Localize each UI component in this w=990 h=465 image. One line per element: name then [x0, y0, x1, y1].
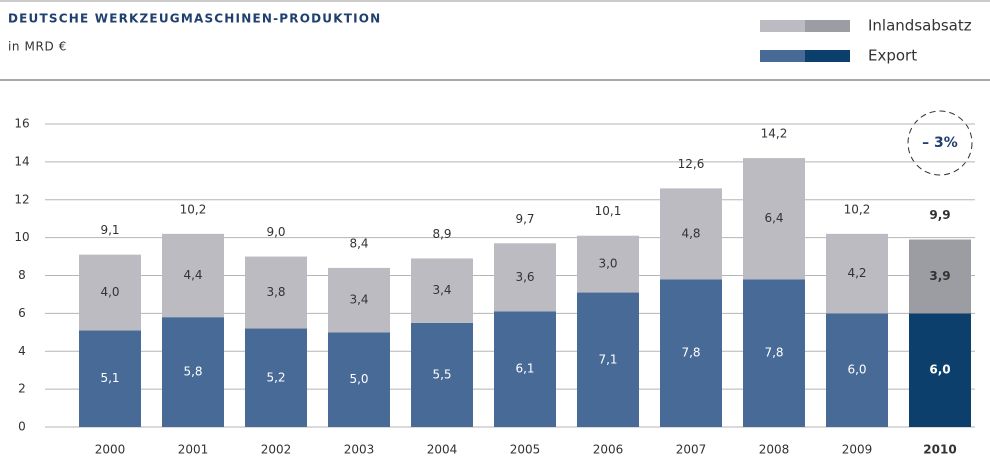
y-tick-label: 2	[18, 382, 26, 396]
bar-segment	[162, 233, 224, 318]
total-label: 9,9	[929, 208, 950, 222]
total-label: 12,6	[678, 157, 705, 171]
value-label: 3,8	[266, 285, 285, 299]
total-label: 14,2	[761, 127, 788, 141]
y-tick-label: 16	[14, 117, 29, 131]
bar-segment	[743, 279, 805, 427]
value-label: 7,8	[681, 346, 700, 360]
value-label: 4,4	[183, 268, 202, 282]
value-label: 5,8	[183, 365, 202, 379]
value-label: 3,6	[515, 270, 534, 284]
value-label: 4,8	[681, 226, 700, 240]
bar-segment	[660, 188, 722, 280]
x-tick-label: 2006	[593, 443, 624, 457]
value-label: 4,0	[100, 285, 119, 299]
bar-segment	[411, 258, 473, 323]
total-label: 8,9	[432, 227, 451, 241]
value-label: 5,2	[266, 370, 285, 384]
legend-swatch	[805, 50, 850, 62]
total-label: 9,0	[266, 225, 285, 239]
y-tick-label: 6	[18, 306, 26, 320]
x-tick-label: 2007	[676, 443, 707, 457]
bar-segment	[245, 328, 307, 427]
bar-segment	[909, 313, 971, 427]
x-tick-label: 2008	[759, 443, 790, 457]
value-label: 3,4	[432, 283, 451, 297]
annotation: – 3%	[922, 135, 958, 151]
y-tick-label: 8	[18, 268, 26, 282]
x-tick-label: 2009	[842, 443, 873, 457]
value-label: 6,0	[847, 363, 866, 377]
y-tick-label: 12	[14, 192, 29, 206]
total-label: 10,1	[595, 204, 622, 218]
bar-segment	[162, 317, 224, 427]
value-label: 6,0	[929, 363, 950, 377]
value-label: 3,0	[598, 257, 617, 271]
bar-segment	[328, 332, 390, 427]
legend-swatch	[760, 20, 805, 32]
bar-segment	[494, 311, 556, 427]
total-label: 9,1	[100, 223, 119, 237]
value-label: 7,1	[598, 352, 617, 366]
bar-segment	[577, 292, 639, 427]
annotation-circle	[907, 110, 973, 176]
bar-segment	[743, 158, 805, 280]
x-tick-label: 2001	[178, 443, 209, 457]
y-tick-label: 14	[14, 154, 29, 168]
x-tick-label: 2004	[427, 443, 458, 457]
bar-segment	[660, 279, 722, 427]
bar-segment	[826, 233, 888, 314]
x-tick-label: 2005	[510, 443, 541, 457]
y-tick-label: 10	[14, 230, 29, 244]
x-tick-label: 2010	[923, 443, 956, 457]
bar-segment	[494, 243, 556, 312]
value-label: 4,2	[847, 266, 866, 280]
value-label: 3,4	[349, 293, 368, 307]
bar-segment	[577, 235, 639, 293]
y-tick-label: 0	[18, 420, 26, 434]
value-label: 5,1	[100, 371, 119, 385]
total-label: 8,4	[349, 236, 368, 250]
bar-segment	[826, 313, 888, 427]
total-label: 10,2	[180, 202, 207, 216]
bar-segment	[328, 267, 390, 333]
legend-swatch	[760, 50, 805, 62]
legend-label: Export	[868, 47, 917, 65]
total-label: 9,7	[515, 212, 534, 226]
bar-segment	[79, 254, 141, 331]
x-tick-label: 2002	[261, 443, 292, 457]
total-label: 10,2	[844, 202, 871, 216]
value-label: 5,5	[432, 367, 451, 381]
legend-label: Inlandsabsatz	[868, 17, 972, 35]
value-label: 6,1	[515, 362, 534, 376]
bar-segment	[411, 322, 473, 427]
value-label: 5,0	[349, 372, 368, 386]
value-label: 7,8	[764, 346, 783, 360]
chart-subtitle: in MRD €	[8, 40, 67, 54]
bar-segment	[909, 239, 971, 314]
y-tick-label: 4	[18, 344, 26, 358]
x-tick-label: 2003	[344, 443, 375, 457]
x-tick-label: 2000	[95, 443, 126, 457]
value-label: 3,9	[929, 269, 950, 283]
bar-segment	[245, 256, 307, 329]
value-label: 6,4	[764, 211, 783, 225]
bar-segment	[79, 330, 141, 427]
legend-swatch	[805, 20, 850, 32]
chart-title: DEUTSCHE WERKZEUGMASCHINEN-PRODUKTION	[8, 12, 381, 26]
